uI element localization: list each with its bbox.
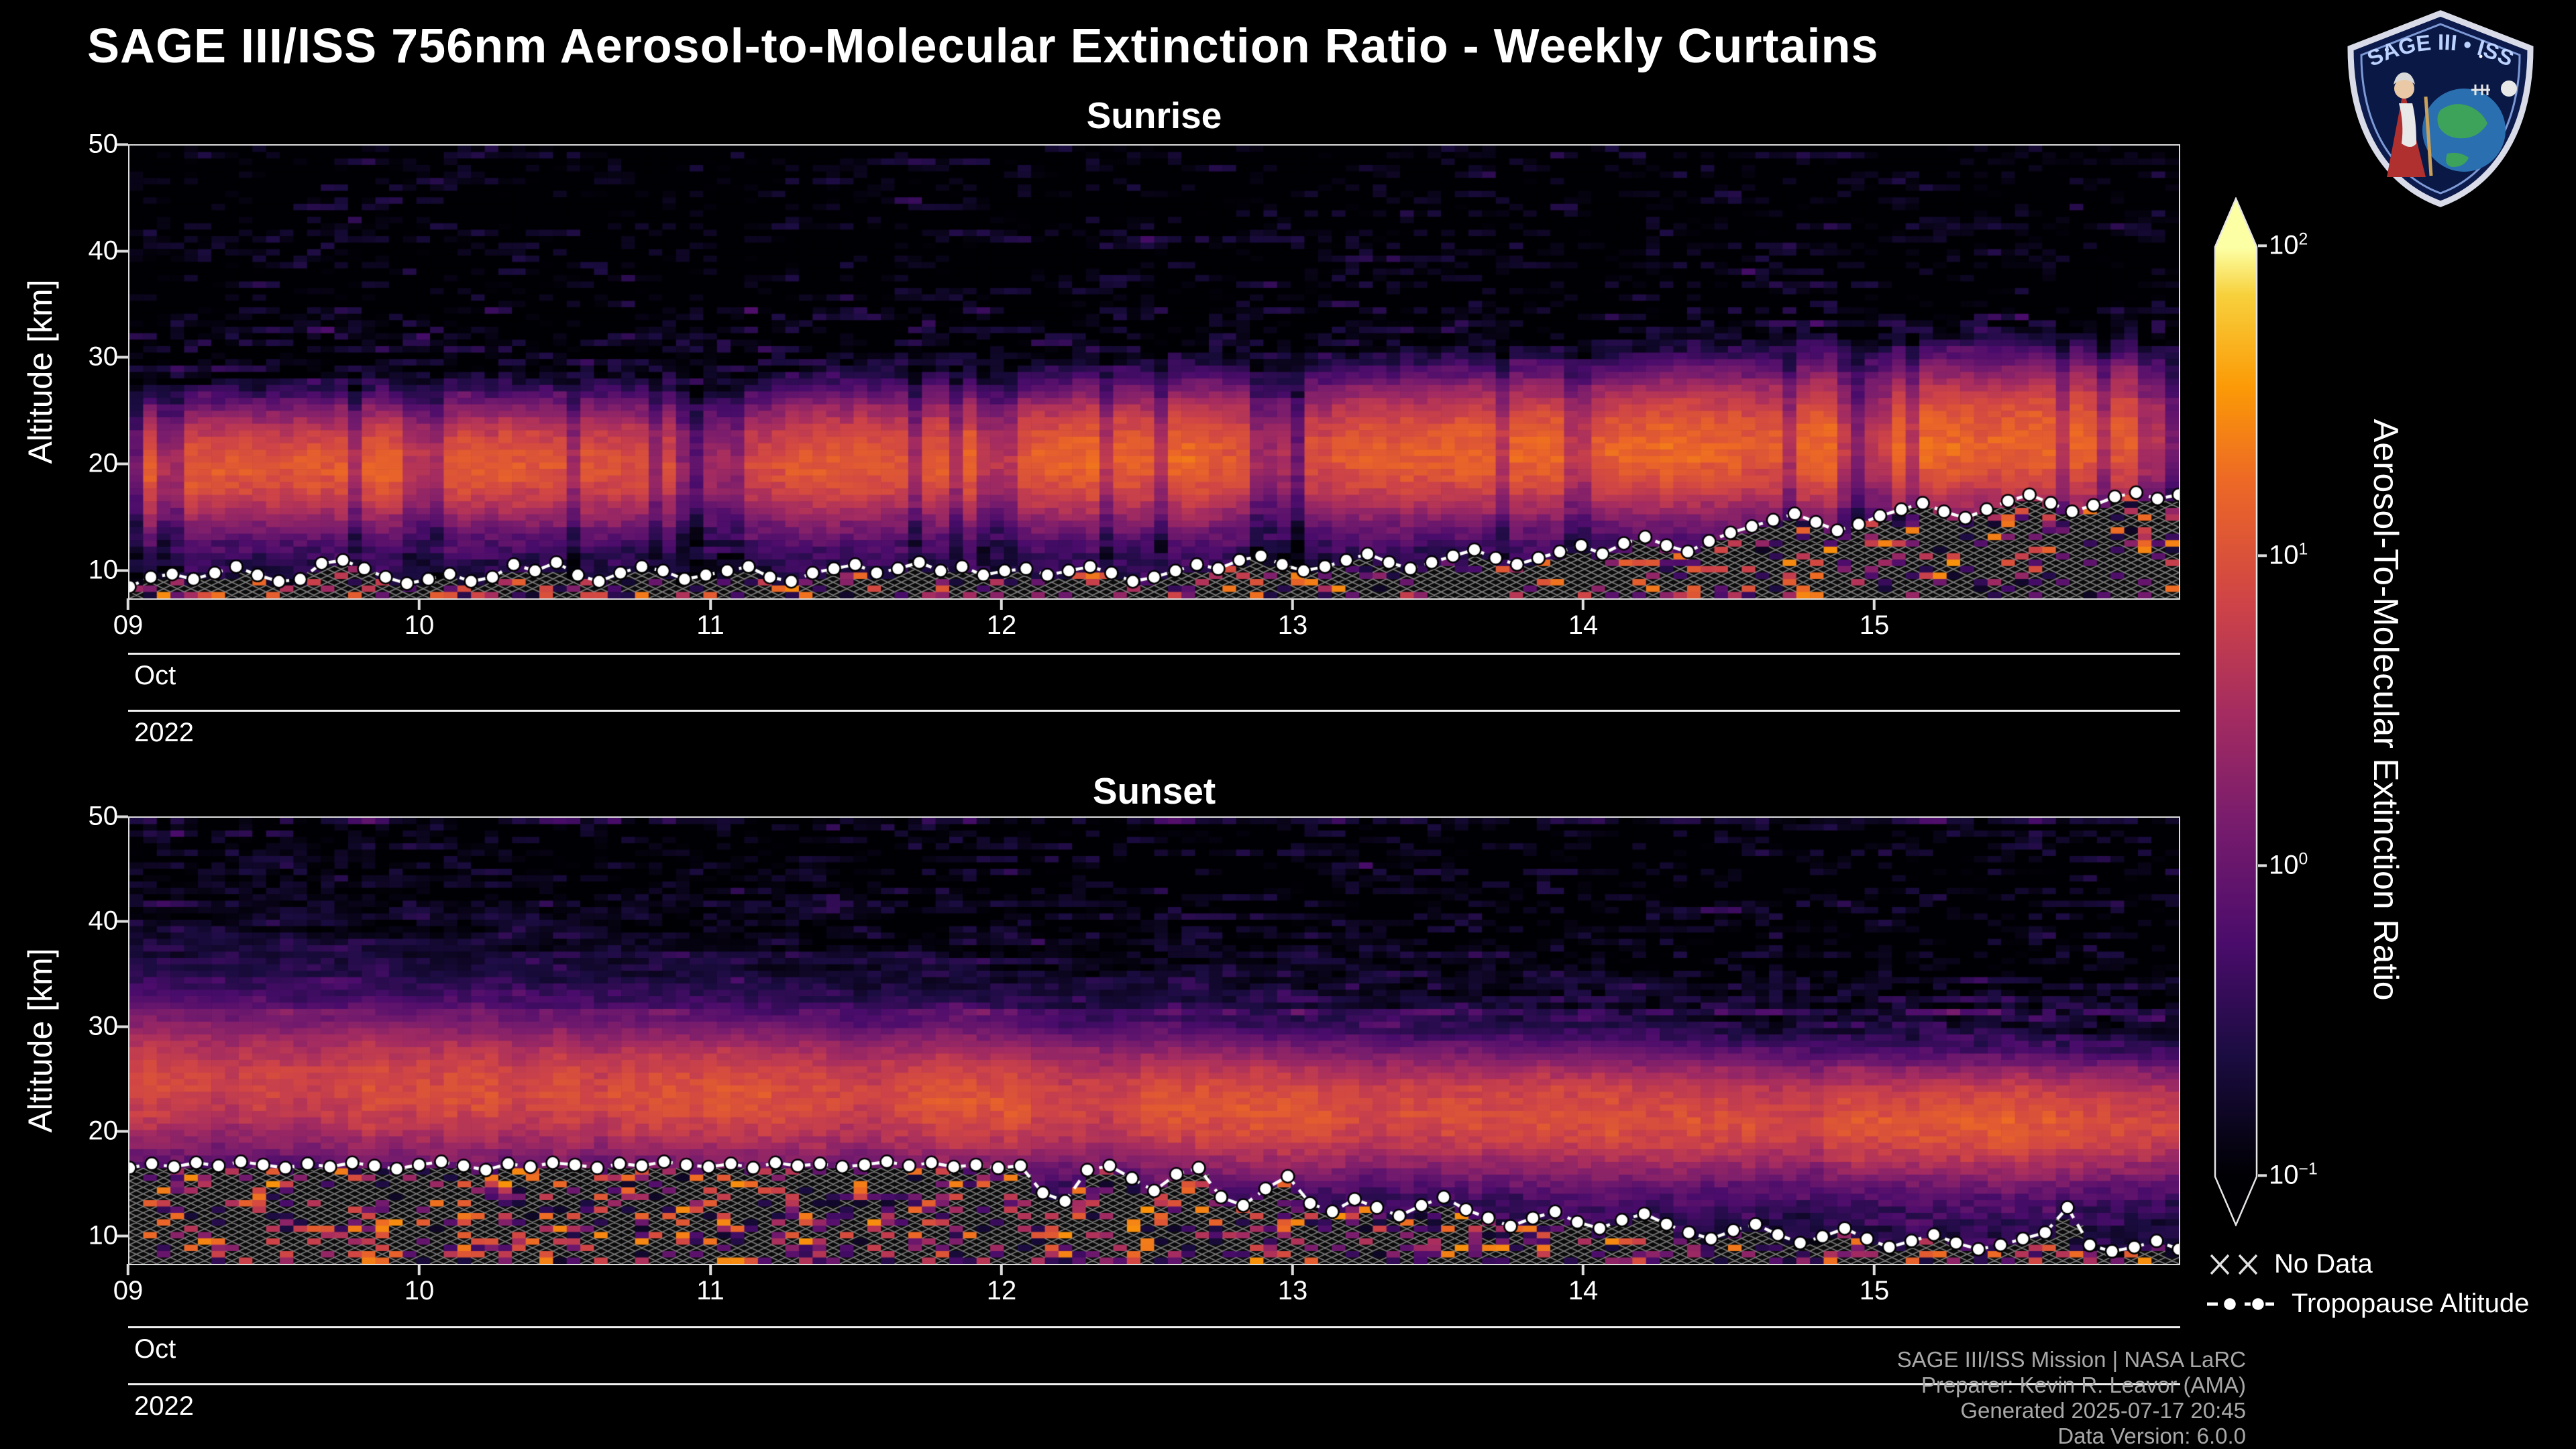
attribution-line: Generated 2025-07-17 20:45 (1960, 1398, 2246, 1423)
wizard-icon (2387, 72, 2433, 177)
sunrise-month-label: Oct (134, 661, 176, 690)
legend-row-tropopause: Tropopause Altitude (2206, 1289, 2529, 1319)
legend-label-tropopause: Tropopause Altitude (2292, 1289, 2530, 1318)
sunrise-heatmap-canvas (129, 146, 2179, 598)
colorbar (2214, 197, 2258, 1226)
attribution-block: SAGE III/ISS Mission | NASA LaRC Prepare… (1897, 1347, 2246, 1449)
colorbar-tick: 101 (2269, 540, 2308, 570)
sunrise-x-tick: 14 (1568, 610, 1599, 640)
sunrise-x-tick: 13 (1277, 610, 1308, 640)
sunset-month-axis-line (128, 1326, 2180, 1328)
sunset-year-axis-line (128, 1383, 2180, 1385)
moon-icon (2501, 80, 2517, 97)
sunrise-x-tick: 10 (404, 610, 435, 640)
sunrise-y-tick: 40 (56, 236, 119, 266)
star-icon (2479, 54, 2483, 58)
sunrise-y-axis-label: Altitude [km] (21, 279, 59, 464)
sunrise-y-tick: 50 (56, 129, 119, 160)
colorbar-tick-exponent: −1 (2298, 1160, 2318, 1179)
sunrise-y-tick: 10 (56, 555, 119, 586)
sunrise-x-tick: 15 (1859, 610, 1890, 640)
tropopause-line-icon (2207, 1296, 2278, 1311)
colorbar-tick: 102 (2269, 230, 2308, 260)
sunset-x-tick: 09 (113, 1276, 144, 1305)
figure-title: SAGE III/ISS 756nm Aerosol-to-Molecular … (87, 19, 1879, 73)
sunrise-x-tick: 09 (113, 610, 144, 640)
attribution-line: Preparer: Kevin R. Leavor (AMA) (1921, 1373, 2246, 1397)
sunset-x-tick: 10 (404, 1276, 435, 1305)
sunset-y-axis-label: Altitude [km] (21, 948, 59, 1133)
sunset-heatmap-canvas (129, 818, 2179, 1264)
mission-patch-logo: SAGE III • ISS (2347, 10, 2534, 207)
sunset-x-tick: 11 (696, 1276, 724, 1305)
sunset-y-tick: 30 (56, 1012, 119, 1042)
sunset-y-tick: 40 (56, 906, 119, 936)
legend-label-no-data: No Data (2274, 1249, 2373, 1279)
sunrise-heatmap-plot (128, 144, 2180, 600)
colorbar-axis-label: Aerosol-To-Molecular Extinction Ratio (2366, 419, 2405, 1001)
colorbar-tick: 10−1 (2269, 1160, 2318, 1190)
iss-icon (2471, 85, 2490, 95)
legend-row-no-data: No Data (2206, 1249, 2529, 1279)
colorbar-tick-exponent: 0 (2298, 850, 2308, 869)
star-icon (2385, 48, 2389, 52)
earth-continent (2446, 152, 2469, 167)
sunset-y-tick: 20 (56, 1116, 119, 1146)
no-data-hatch-icon (2210, 1254, 2258, 1275)
attribution-line: SAGE III/ISS Mission | NASA LaRC (1896, 1347, 2246, 1372)
sunrise-x-tick: 12 (986, 610, 1017, 640)
earth-continent (2437, 104, 2487, 139)
colorbar-tick-base: 10 (2269, 540, 2299, 570)
attribution-line: Data Version: 6.0.0 (2057, 1424, 2246, 1448)
sunrise-year-label: 2022 (134, 718, 194, 747)
colorbar-tick-base: 10 (2269, 230, 2299, 260)
colorbar-tick-base: 10 (2269, 1160, 2299, 1190)
sunset-x-tick: 14 (1568, 1276, 1599, 1305)
legend: No Data Tropopause Altitude (2206, 1249, 2529, 1319)
sunset-y-tick: 50 (56, 802, 119, 832)
colorbar-tick: 100 (2269, 850, 2308, 880)
sunset-x-tick: 13 (1277, 1276, 1308, 1305)
sunset-panel-title: Sunset (1092, 770, 1216, 812)
sunrise-year-axis-line (128, 710, 2180, 712)
colorbar-tick-base: 10 (2269, 850, 2299, 880)
sunrise-x-tick: 11 (696, 610, 724, 640)
colorbar-gradient (2214, 197, 2258, 1226)
sunset-y-tick: 10 (56, 1221, 119, 1251)
sunset-x-tick: 12 (986, 1276, 1017, 1305)
sunset-year-label: 2022 (134, 1391, 194, 1421)
sunrise-y-tick: 20 (56, 449, 119, 479)
sunset-x-tick: 15 (1859, 1276, 1890, 1305)
sunrise-y-tick: 30 (56, 342, 119, 372)
sunrise-month-axis-line (128, 653, 2180, 655)
colorbar-tick-exponent: 1 (2298, 540, 2308, 559)
sunrise-panel-title: Sunrise (1086, 95, 1222, 136)
colorbar-tick-exponent: 2 (2298, 230, 2308, 249)
sunset-month-label: Oct (134, 1334, 176, 1364)
sunset-heatmap-plot (128, 816, 2180, 1265)
